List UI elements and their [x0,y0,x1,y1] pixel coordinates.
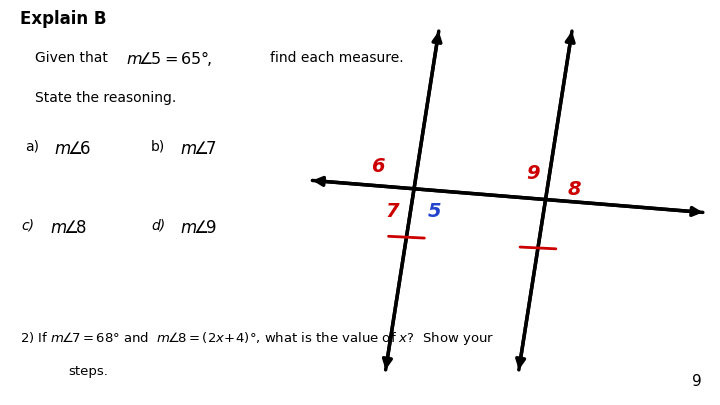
Text: steps.: steps. [68,364,108,377]
Text: $m\!\angle\!8$: $m\!\angle\!8$ [50,219,87,237]
Text: b): b) [151,140,166,154]
Text: 9: 9 [692,374,702,389]
Text: 9: 9 [526,164,539,183]
Text: find each measure.: find each measure. [270,51,404,65]
Text: $m\!\angle\!9$: $m\!\angle\!9$ [180,219,217,237]
Text: Explain B: Explain B [20,10,107,28]
Text: 2) If $m\!\angle\!7=68°$ and  $m\!\angle\!8=(2x\!+\!4)°$, what is the value of $: 2) If $m\!\angle\!7=68°$ and $m\!\angle\… [20,330,494,347]
Text: $m\!\angle\!7$: $m\!\angle\!7$ [180,140,217,158]
Text: Given that: Given that [35,51,107,65]
Text: 5: 5 [428,202,441,221]
Text: $m\!\angle\!6$: $m\!\angle\!6$ [54,140,91,158]
Text: c): c) [22,219,35,233]
Text: 6: 6 [372,157,385,176]
Text: d): d) [151,219,166,233]
Text: State the reasoning.: State the reasoning. [35,91,176,105]
Text: 7: 7 [386,202,400,221]
Text: a): a) [25,140,39,154]
Text: $m\!\angle\!5=65°\!,$: $m\!\angle\!5=65°\!,$ [126,49,212,68]
Text: 8: 8 [567,180,581,199]
